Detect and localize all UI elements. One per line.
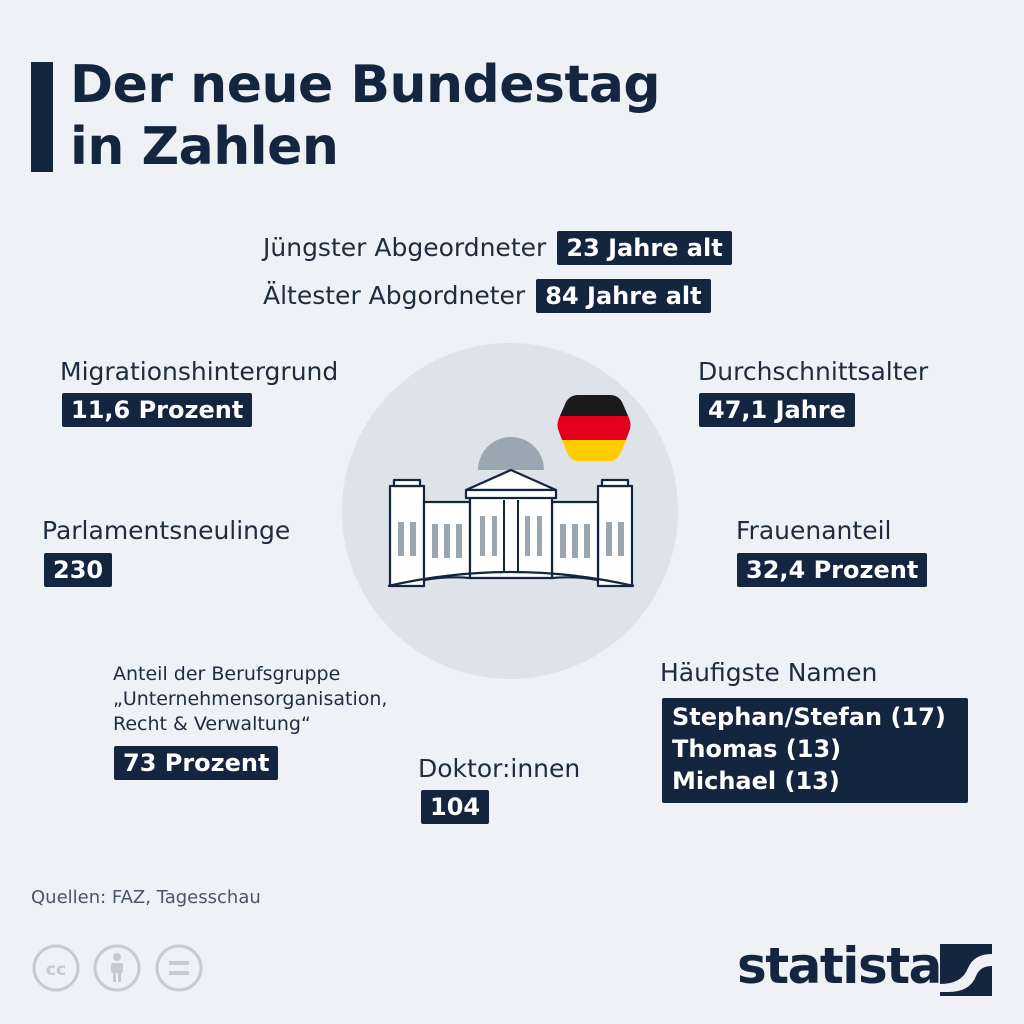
average-age-label: Durchschnittsalter — [698, 357, 929, 386]
nd-equals-icon[interactable] — [155, 944, 203, 992]
license-icons: cc — [32, 944, 203, 992]
profession-line-3: Recht & Verwaltung“ — [113, 713, 311, 735]
women-badge: 32,4 Prozent — [737, 553, 928, 587]
svg-text:cc: cc — [46, 960, 66, 980]
migration-label: Migrationshintergrund — [60, 357, 339, 386]
names-label: Häufigste Namen — [660, 658, 878, 687]
oldest-badge: 84 Jahre alt — [536, 279, 711, 313]
title-line-2: in Zahlen — [70, 117, 339, 177]
name-item-2: Thomas (13) — [672, 735, 842, 763]
newcomers-badge: 230 — [44, 553, 113, 587]
title-line-1: Der neue Bundestag — [70, 55, 661, 115]
profession-badge: 73 Prozent — [114, 746, 279, 780]
youngest-label: Jüngster Abgeordneter — [263, 233, 547, 262]
doctors-badge: 104 — [421, 790, 490, 824]
migration-badge: 11,6 Prozent — [62, 393, 253, 427]
oldest-label: Ältester Abgordneter — [263, 281, 526, 310]
profession-line-1: Anteil der Berufsgruppe — [113, 663, 341, 685]
average-age-badge: 47,1 Jahre — [699, 393, 855, 427]
cc-icon[interactable]: cc — [32, 944, 80, 992]
source-note: Quellen: FAZ, Tagesschau — [31, 887, 261, 908]
oldest-row: Ältester Abgordneter 84 Jahre alt — [263, 279, 711, 313]
statista-logo-icon — [940, 944, 992, 996]
names-badge: Stephan/Stefan (17) Thomas (13) Michael … — [662, 698, 968, 803]
women-label: Frauenanteil — [736, 516, 892, 545]
title-accent-bar — [31, 62, 53, 172]
profession-line-2: „Unternehmensorganisation, — [113, 688, 388, 710]
reichstag-icon — [387, 437, 635, 588]
page-title: Der neue Bundestag in Zahlen — [70, 54, 830, 178]
profession-label: Anteil der Berufsgruppe „Unternehmensorg… — [113, 662, 387, 737]
statista-wordmark: statista — [737, 937, 942, 995]
youngest-row: Jüngster Abgeordneter 23 Jahre alt — [263, 231, 732, 265]
doctors-label: Doktor:innen — [418, 754, 581, 783]
youngest-badge: 23 Jahre alt — [557, 231, 732, 265]
by-person-icon[interactable] — [93, 944, 141, 992]
newcomers-label: Parlamentsneulinge — [42, 516, 291, 545]
name-item-1: Stephan/Stefan (17) — [672, 703, 946, 731]
name-item-3: Michael (13) — [672, 767, 840, 795]
german-flag-icon — [557, 395, 631, 461]
